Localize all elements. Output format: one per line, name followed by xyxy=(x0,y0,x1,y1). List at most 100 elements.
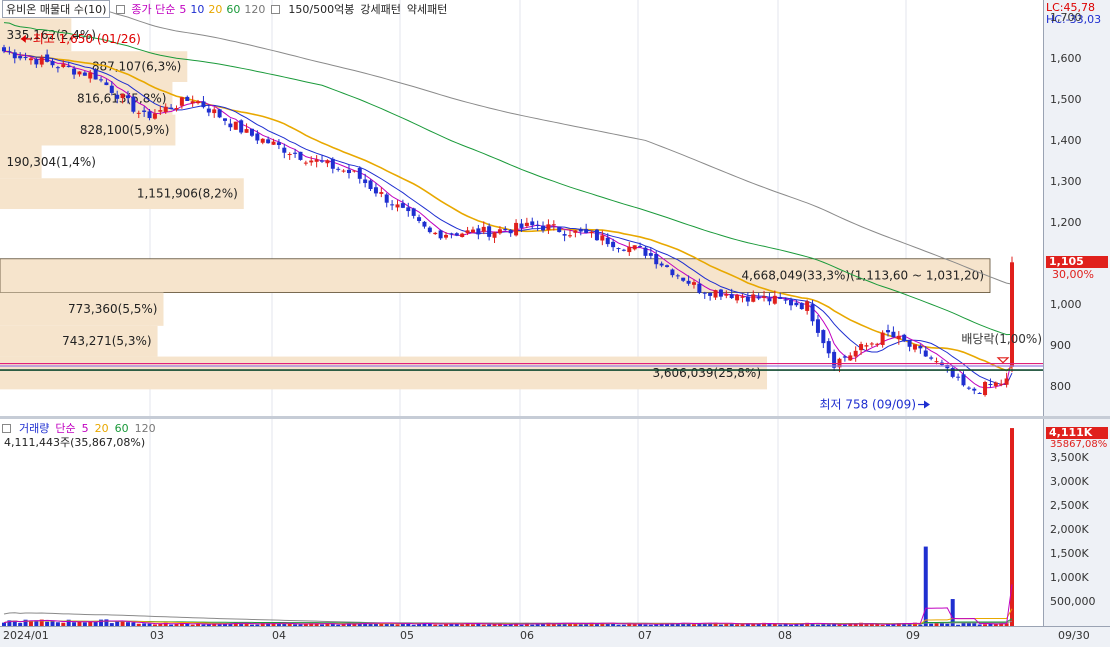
candle-body xyxy=(131,96,136,112)
price-chart[interactable]: 335,162(2,4%)887,107(6,3%)816,613(5,8%)8… xyxy=(0,0,1043,416)
candle-body xyxy=(740,296,745,298)
candle-body xyxy=(810,304,815,322)
candle-body xyxy=(945,364,950,369)
candle-body xyxy=(1004,378,1009,385)
candle-body xyxy=(185,96,190,101)
volume-bar xyxy=(670,623,675,626)
candle-body xyxy=(18,56,23,59)
vol-ma-20: 20 xyxy=(94,421,109,435)
volume-bar xyxy=(481,624,486,626)
volume-bar xyxy=(551,624,556,626)
current-price-tag xyxy=(1046,256,1108,268)
volume-chart[interactable] xyxy=(0,419,1043,626)
volume-bar xyxy=(708,622,713,626)
candle-body xyxy=(50,60,55,66)
price-tick-label: 1,600 xyxy=(1050,52,1082,66)
volume-bar xyxy=(627,622,632,626)
volume-axis[interactable]: 4,111K 35867,08% 3,500K 3,000K 2,500K 2,000… xyxy=(1043,419,1110,626)
volume-bar xyxy=(842,624,847,626)
candle-body xyxy=(314,159,319,162)
volume-bar xyxy=(859,622,864,626)
candle-body xyxy=(341,170,346,172)
volume-chart-pane[interactable]: 거래량 단순 5 20 60 120 4,111,443주(35,867,08%… xyxy=(0,419,1043,626)
checkbox-icon[interactable] xyxy=(116,4,126,14)
candle-body xyxy=(616,248,621,250)
ma-period-20: 20 xyxy=(208,2,223,16)
volume-bar xyxy=(508,624,513,626)
candle-body xyxy=(594,229,599,241)
candle-body xyxy=(201,101,206,108)
volume-bar xyxy=(589,622,594,626)
candle-body xyxy=(788,299,793,306)
volume-bar xyxy=(368,622,373,626)
vol-ma-5: 5 xyxy=(81,421,89,435)
volume-bar xyxy=(557,623,562,626)
volume-bar xyxy=(449,623,454,626)
vol-ma-120: 120 xyxy=(134,421,156,435)
candle-body xyxy=(643,247,648,256)
volume-bar xyxy=(799,623,804,626)
volume-bar xyxy=(244,623,249,626)
volume-bar xyxy=(767,623,772,626)
volume-bar xyxy=(18,622,23,626)
volume-bar xyxy=(956,624,961,626)
candle-body xyxy=(276,142,281,145)
candle-body xyxy=(325,160,330,164)
candle-body xyxy=(665,265,670,267)
candle-body xyxy=(891,331,896,338)
volume-bar xyxy=(783,623,788,626)
volume-bar xyxy=(621,624,626,626)
volume-bar xyxy=(853,624,858,626)
checkbox-icon[interactable] xyxy=(271,4,281,14)
price-axis[interactable]: LC:45,78 HC:-33,03 1,700 1,600 1,500 1,400 1… xyxy=(1043,0,1110,416)
candle-body xyxy=(357,168,362,179)
candle-body xyxy=(55,67,60,69)
candle-body xyxy=(152,113,157,119)
candle-body xyxy=(713,290,718,298)
pattern-150-500: 150/500억봉 xyxy=(288,3,355,16)
candle-body xyxy=(983,381,988,396)
volume-bar xyxy=(567,623,572,626)
pattern-bull: 강세패턴 xyxy=(360,3,401,16)
candle-body xyxy=(163,106,168,112)
candle-body xyxy=(600,235,605,241)
candle-body xyxy=(400,203,405,208)
price-chart-pane[interactable]: 335,162(2,4%) 887,107(6,3%) 816,613(5,8%) 8… xyxy=(0,0,1043,416)
volume-bar xyxy=(460,624,465,626)
volume-bar xyxy=(206,624,211,626)
volume-bar xyxy=(826,624,831,626)
candle-body xyxy=(487,226,492,237)
candle-body xyxy=(158,110,163,112)
price-tick-label: 1,200 xyxy=(1050,216,1082,230)
candle-body xyxy=(589,231,594,234)
candle-body xyxy=(573,230,578,233)
volume-bar xyxy=(643,624,648,626)
price-tick-label: 1,700 xyxy=(1050,11,1082,25)
candle-body xyxy=(444,234,449,238)
volume-bar xyxy=(632,624,637,626)
pane-separator[interactable] xyxy=(0,416,1110,419)
candle-body xyxy=(778,296,783,299)
candle-body xyxy=(481,226,486,232)
candle-body xyxy=(125,95,130,99)
candle-body xyxy=(260,138,265,143)
volume-bar xyxy=(320,624,325,626)
volume-bar xyxy=(772,624,777,626)
volume-bar xyxy=(929,623,934,626)
current-volume: 4,111K xyxy=(1049,426,1093,439)
volume-profile-bar xyxy=(0,258,991,293)
volume-bar xyxy=(196,623,201,626)
volume-bar xyxy=(541,624,546,626)
volume-bar xyxy=(691,624,696,626)
volume-bar xyxy=(465,622,470,626)
candle-body xyxy=(584,229,589,233)
candle-body xyxy=(530,221,535,226)
volume-bar xyxy=(336,624,341,626)
candle-body xyxy=(988,384,993,386)
volume-bar xyxy=(136,623,141,626)
date-axis[interactable]: 2024/01 03 04 05 06 07 08 09 09/30 xyxy=(0,626,1110,647)
checkbox-icon[interactable] xyxy=(2,423,11,433)
chart-title[interactable]: 유비온 매물대 수(10) xyxy=(2,0,111,18)
candle-body xyxy=(336,168,341,170)
lc-label: LC:45,78 xyxy=(1046,1,1096,14)
